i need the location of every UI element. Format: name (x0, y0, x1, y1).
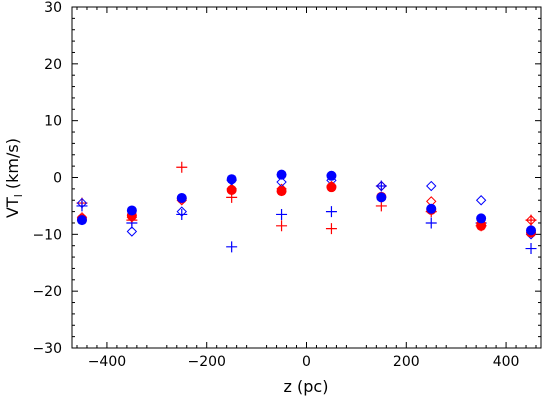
x-tick-label: −200 (187, 354, 225, 370)
circle-marker (426, 203, 437, 214)
circle-marker (476, 213, 487, 224)
diamond-marker (426, 180, 437, 192)
plus-marker (226, 241, 238, 253)
y-axis-title-main: VT (3, 197, 22, 218)
circle-marker (126, 205, 137, 216)
diamond-marker (376, 180, 387, 192)
x-axis-title: z (pc) (284, 377, 329, 396)
circle-marker (276, 186, 287, 197)
y-tick-label: 20 (44, 57, 62, 73)
y-axis-title-sub: l (12, 194, 25, 197)
plus-marker (325, 206, 337, 218)
x-tick-label: −400 (88, 354, 126, 370)
plus-marker (525, 243, 537, 255)
plus-marker (176, 208, 188, 220)
circle-marker (76, 215, 87, 226)
y-tick-label: 30 (44, 0, 62, 16)
plus-marker (276, 220, 288, 232)
tick-marks (72, 6, 541, 349)
circle-marker (526, 225, 537, 236)
data-markers (76, 161, 537, 255)
diamond-marker (176, 206, 187, 217)
diamond-marker (525, 214, 537, 226)
y-tick-label: −10 (32, 227, 62, 243)
plus-marker (325, 223, 337, 235)
plus-marker (375, 180, 387, 192)
y-axis-title-unit: (km/s) (3, 138, 22, 194)
y-tick-label: −20 (32, 284, 62, 300)
y-tick-label: 0 (53, 171, 62, 187)
plus-marker (76, 200, 88, 212)
plot-frame (71, 6, 542, 349)
diamond-marker (126, 226, 138, 237)
plus-marker (176, 161, 188, 173)
y-tick-label: 10 (44, 114, 62, 130)
y-axis-title: VTl (km/s) (3, 138, 25, 218)
plus-marker (276, 208, 288, 220)
circle-marker (226, 185, 237, 196)
circle-marker (276, 169, 287, 180)
plus-marker (425, 217, 437, 229)
diamond-marker (475, 195, 487, 206)
circle-marker (176, 192, 187, 203)
x-tick-label: 0 (302, 354, 311, 370)
x-tick-label: 200 (393, 354, 420, 370)
circle-marker (326, 170, 337, 181)
circle-marker (326, 182, 337, 193)
plus-marker (525, 214, 537, 226)
diamond-marker (76, 197, 88, 209)
circle-marker (226, 174, 237, 185)
circle-marker (476, 220, 487, 231)
circle-marker (376, 192, 387, 203)
x-tick-label: 400 (493, 354, 520, 370)
tick-labels: −400 −200 0 200 400 −30 −20 −10 0 10 20 30 (32, 0, 519, 370)
y-tick-label: −30 (32, 341, 62, 357)
